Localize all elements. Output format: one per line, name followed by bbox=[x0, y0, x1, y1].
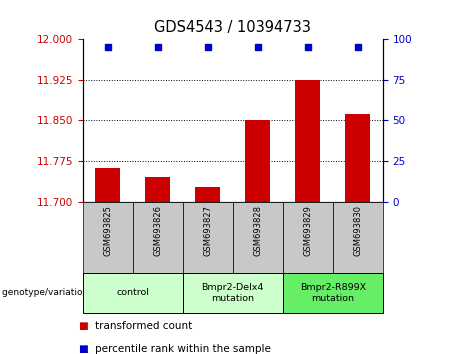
Text: GSM693825: GSM693825 bbox=[103, 205, 112, 256]
Bar bbox=[295, 80, 320, 202]
Text: Bmpr2-R899X
mutation: Bmpr2-R899X mutation bbox=[300, 283, 366, 303]
Text: control: control bbox=[117, 289, 149, 297]
Text: genotype/variation ▶: genotype/variation ▶ bbox=[2, 289, 98, 297]
Text: transformed count: transformed count bbox=[95, 321, 192, 331]
Text: ■: ■ bbox=[78, 321, 88, 331]
Bar bbox=[95, 168, 120, 202]
Title: GDS4543 / 10394733: GDS4543 / 10394733 bbox=[154, 20, 311, 35]
Text: GSM693827: GSM693827 bbox=[203, 205, 213, 256]
Text: Bmpr2-Delx4
mutation: Bmpr2-Delx4 mutation bbox=[201, 283, 264, 303]
Bar bbox=[145, 177, 171, 202]
Text: GSM693830: GSM693830 bbox=[353, 205, 362, 256]
Text: GSM693828: GSM693828 bbox=[253, 205, 262, 256]
Bar bbox=[245, 120, 270, 202]
Bar bbox=[195, 187, 220, 202]
Text: GSM693829: GSM693829 bbox=[303, 205, 312, 256]
Text: percentile rank within the sample: percentile rank within the sample bbox=[95, 344, 271, 354]
Text: ■: ■ bbox=[78, 344, 88, 354]
Bar bbox=[345, 114, 370, 202]
Text: GSM693826: GSM693826 bbox=[154, 205, 162, 256]
